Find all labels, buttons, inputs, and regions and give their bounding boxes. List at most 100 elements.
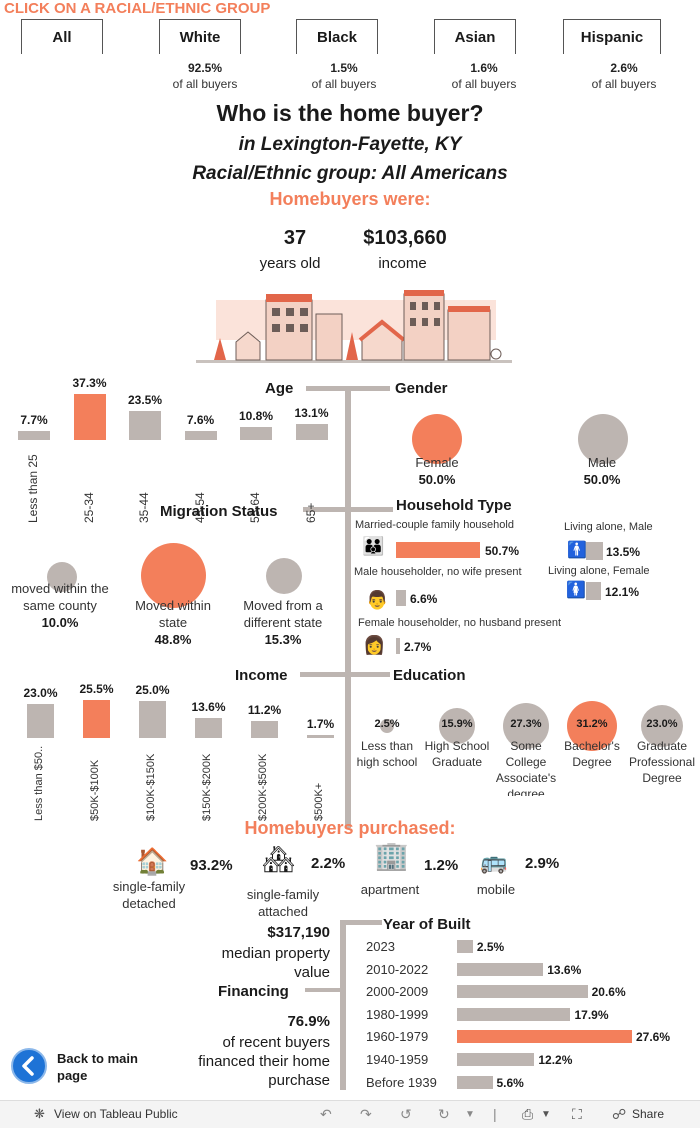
year-bar[interactable] [457, 962, 544, 976]
year-value: 17.9% [574, 1007, 609, 1022]
alone-female-label: Living alone, Female [548, 565, 650, 577]
male-householder-bar[interactable] [396, 590, 406, 606]
gender-title: Gender [395, 380, 448, 397]
age-bar[interactable] [184, 430, 217, 440]
income-bar[interactable] [83, 700, 110, 738]
center-spine [345, 388, 351, 828]
age-bar[interactable] [129, 411, 161, 440]
year-bar[interactable] [457, 1053, 535, 1066]
education-label: Some College Associate's degree [495, 739, 557, 796]
mobile-home-icon: 🚌 [480, 849, 508, 874]
mobile-label: mobile [476, 882, 516, 897]
back-button[interactable]: Back to main page [11, 1048, 161, 1088]
download-dropdown-icon[interactable]: ▼ [541, 1109, 551, 1120]
year-label: 2000-2009 [366, 984, 429, 1000]
education-title: Education [393, 667, 466, 684]
fullscreen-icon[interactable]: ⛶ [572, 1106, 582, 1122]
male-circle[interactable] [578, 414, 628, 464]
place-subtitle: in Lexington-Fayette, KY [238, 134, 462, 155]
pause-dropdown-icon[interactable]: ▼ [465, 1109, 475, 1120]
within-state-circle[interactable] [141, 543, 206, 608]
female-circle[interactable] [412, 414, 462, 464]
income-bar[interactable] [195, 717, 222, 738]
year-built-title: Year of Built [383, 916, 471, 933]
tableau-toolbar: ❋ View on Tableau Public ↶ ↷ ↺ ↻ ▼ | ⎙ ▼… [0, 1100, 700, 1128]
age-bar[interactable] [18, 430, 50, 440]
share-icon[interactable]: ☍ [612, 1106, 627, 1122]
age-category-label: 35-44 [137, 492, 151, 523]
age-bar[interactable] [295, 423, 328, 440]
income-value: 25.5% [79, 682, 114, 696]
alone-female-bar[interactable] [586, 582, 601, 600]
income-category-label: $200K-$500K [257, 753, 269, 821]
group-tab-hispanic[interactable]: Hispanic [563, 19, 661, 54]
education-bubble[interactable] [567, 701, 617, 751]
page-title: Who is the home buyer? [216, 100, 484, 126]
year-bar[interactable] [457, 1007, 571, 1021]
alone-male-value: 13.5% [606, 545, 641, 559]
male-householder-label: Male householder, no wife present [354, 566, 522, 578]
redo-icon[interactable]: ↷ [360, 1106, 372, 1122]
age-value: 7.6% [186, 412, 215, 427]
education-bubble[interactable] [379, 718, 395, 734]
age-bar[interactable] [73, 394, 106, 440]
education-bubble[interactable] [439, 708, 475, 744]
income-title: Income [235, 667, 288, 684]
year-bar[interactable] [457, 985, 588, 999]
group-tab-asian[interactable]: Asian [434, 19, 516, 54]
income-category-label: $50K-$100K [89, 759, 101, 821]
purchased-heading: Homebuyers purchased: [244, 818, 456, 838]
income-bar[interactable] [139, 700, 166, 738]
download-icon[interactable]: ⎙ [522, 1106, 534, 1122]
year-label: 1980-1999 [366, 1006, 429, 1022]
year-bar[interactable] [457, 940, 473, 953]
sf-attached-value: 2.2% [311, 855, 346, 872]
education-value: 15.9% [441, 718, 473, 730]
year-label: Before 1939 [366, 1074, 437, 1090]
were-heading: Homebuyers were: [269, 189, 431, 209]
female-householder-bar[interactable] [396, 638, 400, 654]
mobile-value: 2.9% [525, 855, 560, 872]
income-bar[interactable] [27, 703, 54, 738]
age-value: 7.7% [20, 412, 48, 427]
year-bar[interactable] [457, 1075, 493, 1089]
view-on-tableau-link[interactable]: View on Tableau Public [54, 1107, 178, 1121]
within-state-label: Moved within state 48.8% [135, 598, 211, 647]
same-county-label: moved within the same county 10.0% [11, 581, 109, 630]
property-label: median property value [221, 945, 330, 981]
apartment-value: 1.2% [424, 857, 459, 874]
man-icon: 🚹 [567, 542, 587, 559]
income-category-label: Less than $50.. [33, 745, 45, 821]
age-connector [306, 386, 390, 391]
income-bar[interactable] [251, 721, 278, 738]
married-bar[interactable] [396, 542, 480, 558]
age-bar[interactable] [240, 426, 272, 440]
back-label: Back to main page [57, 1051, 138, 1083]
alone-male-bar[interactable] [586, 542, 603, 560]
share-black: 1.5% of all buyers [311, 61, 377, 91]
share-button[interactable]: Share [632, 1107, 665, 1121]
diff-state-circle[interactable] [266, 558, 302, 594]
education-bubble[interactable] [640, 704, 684, 748]
married-label: Married-couple family household [355, 519, 514, 531]
undo-icon[interactable]: ↶ [320, 1106, 332, 1122]
education-bubble[interactable] [502, 702, 550, 750]
age-title: Age [265, 380, 294, 397]
year-bar[interactable] [457, 1030, 632, 1044]
divider-icon: | [493, 1106, 497, 1122]
group-tab-all[interactable]: All [21, 19, 103, 54]
financing-title: Financing [218, 983, 289, 1000]
refresh-icon[interactable]: ↻ [438, 1106, 450, 1122]
year-value: 5.6% [496, 1075, 524, 1090]
property-value: $317,190 [267, 924, 330, 941]
lower-spine [340, 920, 346, 1090]
year-label: 2023 [366, 939, 395, 954]
income-bar[interactable] [307, 735, 334, 738]
female-family-icon: 👩 [363, 635, 386, 655]
revert-icon[interactable]: ↺ [400, 1106, 412, 1122]
income-value: 25.0% [135, 682, 170, 697]
group-tab-black[interactable]: Black [296, 19, 378, 54]
same-county-circle[interactable] [47, 562, 77, 592]
male-householder-value: 6.6% [410, 592, 438, 606]
group-tab-white[interactable]: White [159, 19, 241, 54]
